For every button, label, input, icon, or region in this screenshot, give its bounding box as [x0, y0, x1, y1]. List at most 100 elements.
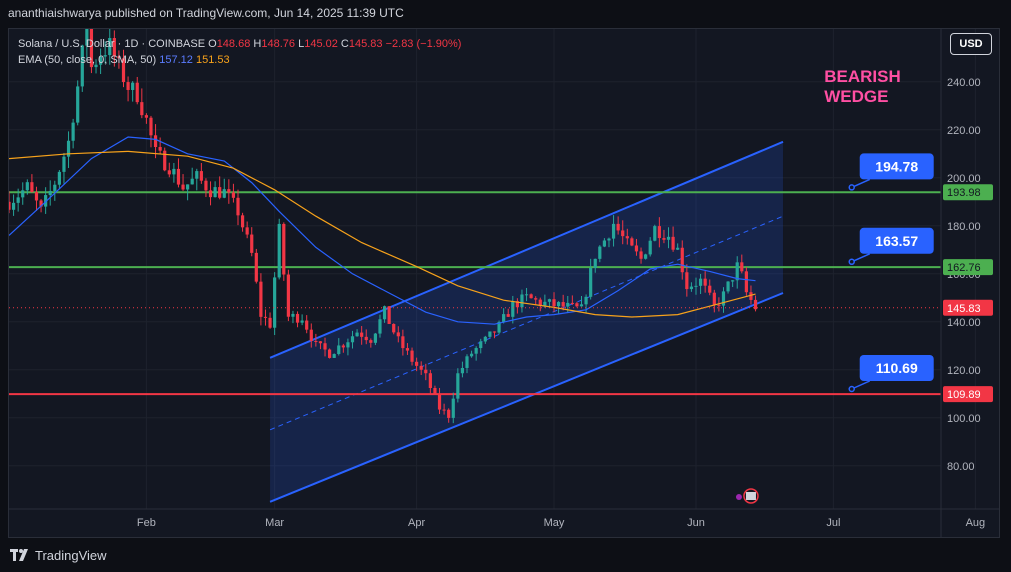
candle-body [557, 302, 561, 307]
candle-body [314, 340, 318, 342]
candle-body [318, 341, 323, 344]
annotation-title-line: BEARISH [824, 67, 901, 86]
candle-body [360, 332, 364, 337]
candle-body [263, 316, 268, 318]
candle-body [451, 398, 455, 418]
x-tick-label: Mar [265, 517, 284, 529]
ema-line [8, 136, 756, 325]
candle-body [80, 45, 84, 87]
candle-body [634, 245, 639, 252]
candle-body [625, 236, 629, 239]
candle-body [204, 180, 208, 191]
candle-body [621, 230, 625, 237]
candle-body [144, 115, 148, 118]
candle-body [511, 301, 515, 317]
channel-upper-line [269, 140, 784, 359]
candle-body [16, 197, 20, 203]
x-tick-label: Apr [408, 517, 425, 529]
candle-body [703, 278, 707, 286]
candle-body [579, 304, 584, 307]
candle-body [547, 299, 552, 302]
candle-body [286, 274, 290, 317]
candle-body [506, 314, 510, 317]
legend-close-label: C [340, 38, 349, 50]
level-price-label: 109.89 [947, 389, 981, 401]
sma-line [8, 150, 756, 318]
candle-body [492, 331, 497, 333]
candle-body [186, 184, 190, 190]
candle-body [502, 314, 506, 322]
candle-body [268, 317, 272, 328]
tradingview-footer[interactable]: TradingView [10, 546, 107, 564]
candle-body [602, 240, 606, 247]
candle-body [163, 150, 167, 171]
candle-body [149, 117, 153, 136]
candle-body [167, 170, 171, 175]
candle-body [575, 303, 579, 307]
candle-body [11, 202, 16, 210]
candle-body [753, 299, 758, 310]
candle-body [570, 302, 574, 304]
candle-body [323, 343, 327, 350]
level-price-badge [943, 184, 993, 201]
candle-body [131, 82, 135, 90]
candle-body [584, 296, 588, 305]
candle-body [415, 361, 419, 366]
candle-body [309, 329, 313, 341]
candle-body [607, 238, 611, 241]
y-tick-label: 120.00 [947, 365, 981, 377]
y-tick-label: 220.00 [947, 125, 981, 137]
legend-close-value: 145.83 [348, 38, 383, 50]
candle-body [589, 268, 593, 297]
candle-body [428, 373, 432, 388]
candle-body [30, 182, 34, 193]
legend-open-label: O [208, 38, 217, 50]
legend-indicator-name[interactable]: EMA (50, close, 0, SMA, 50) [18, 54, 157, 66]
event-sparkle-icon [735, 494, 742, 500]
level-price-badge [943, 259, 993, 276]
legend-change: −2.83 (−1.90%) [385, 38, 462, 50]
candle-body [300, 320, 304, 323]
candle-body [240, 215, 245, 228]
candle-body [250, 234, 254, 253]
candle-body [534, 298, 538, 300]
callout-box [859, 227, 934, 254]
candle-body [401, 336, 405, 349]
candle-body [442, 409, 446, 411]
candle-body [117, 56, 121, 59]
candle-body [364, 336, 368, 341]
candle-body [538, 299, 542, 306]
level-price-badge [943, 386, 993, 403]
candle-body [726, 281, 730, 292]
candle-body [479, 341, 483, 349]
y-tick-label: 240.00 [947, 77, 981, 89]
candles-group [7, 14, 758, 424]
candle-body [305, 320, 309, 330]
candle-body [112, 38, 116, 57]
candle-body [181, 184, 185, 190]
candle-body [99, 56, 103, 65]
candle-body [76, 86, 80, 123]
candle-body [66, 140, 71, 157]
candle-body [295, 313, 300, 323]
candle-body [44, 195, 48, 207]
candle-body [717, 304, 721, 306]
candle-body [236, 197, 240, 216]
y-tick-label: 140.00 [947, 317, 981, 329]
candle-body [62, 156, 66, 172]
candle-body [419, 365, 423, 370]
x-tick-label: May [544, 517, 565, 529]
candle-body [676, 247, 680, 250]
candle-body [259, 281, 263, 317]
candle-body [341, 345, 345, 348]
candle-body [222, 189, 226, 198]
candle-body [611, 223, 616, 239]
currency-button[interactable]: USD [950, 33, 992, 55]
candle-body [735, 262, 739, 281]
candle-body [103, 55, 107, 57]
candle-body [424, 369, 428, 374]
candle-body [245, 227, 249, 235]
candle-body [744, 271, 748, 293]
callout-box [859, 355, 934, 381]
